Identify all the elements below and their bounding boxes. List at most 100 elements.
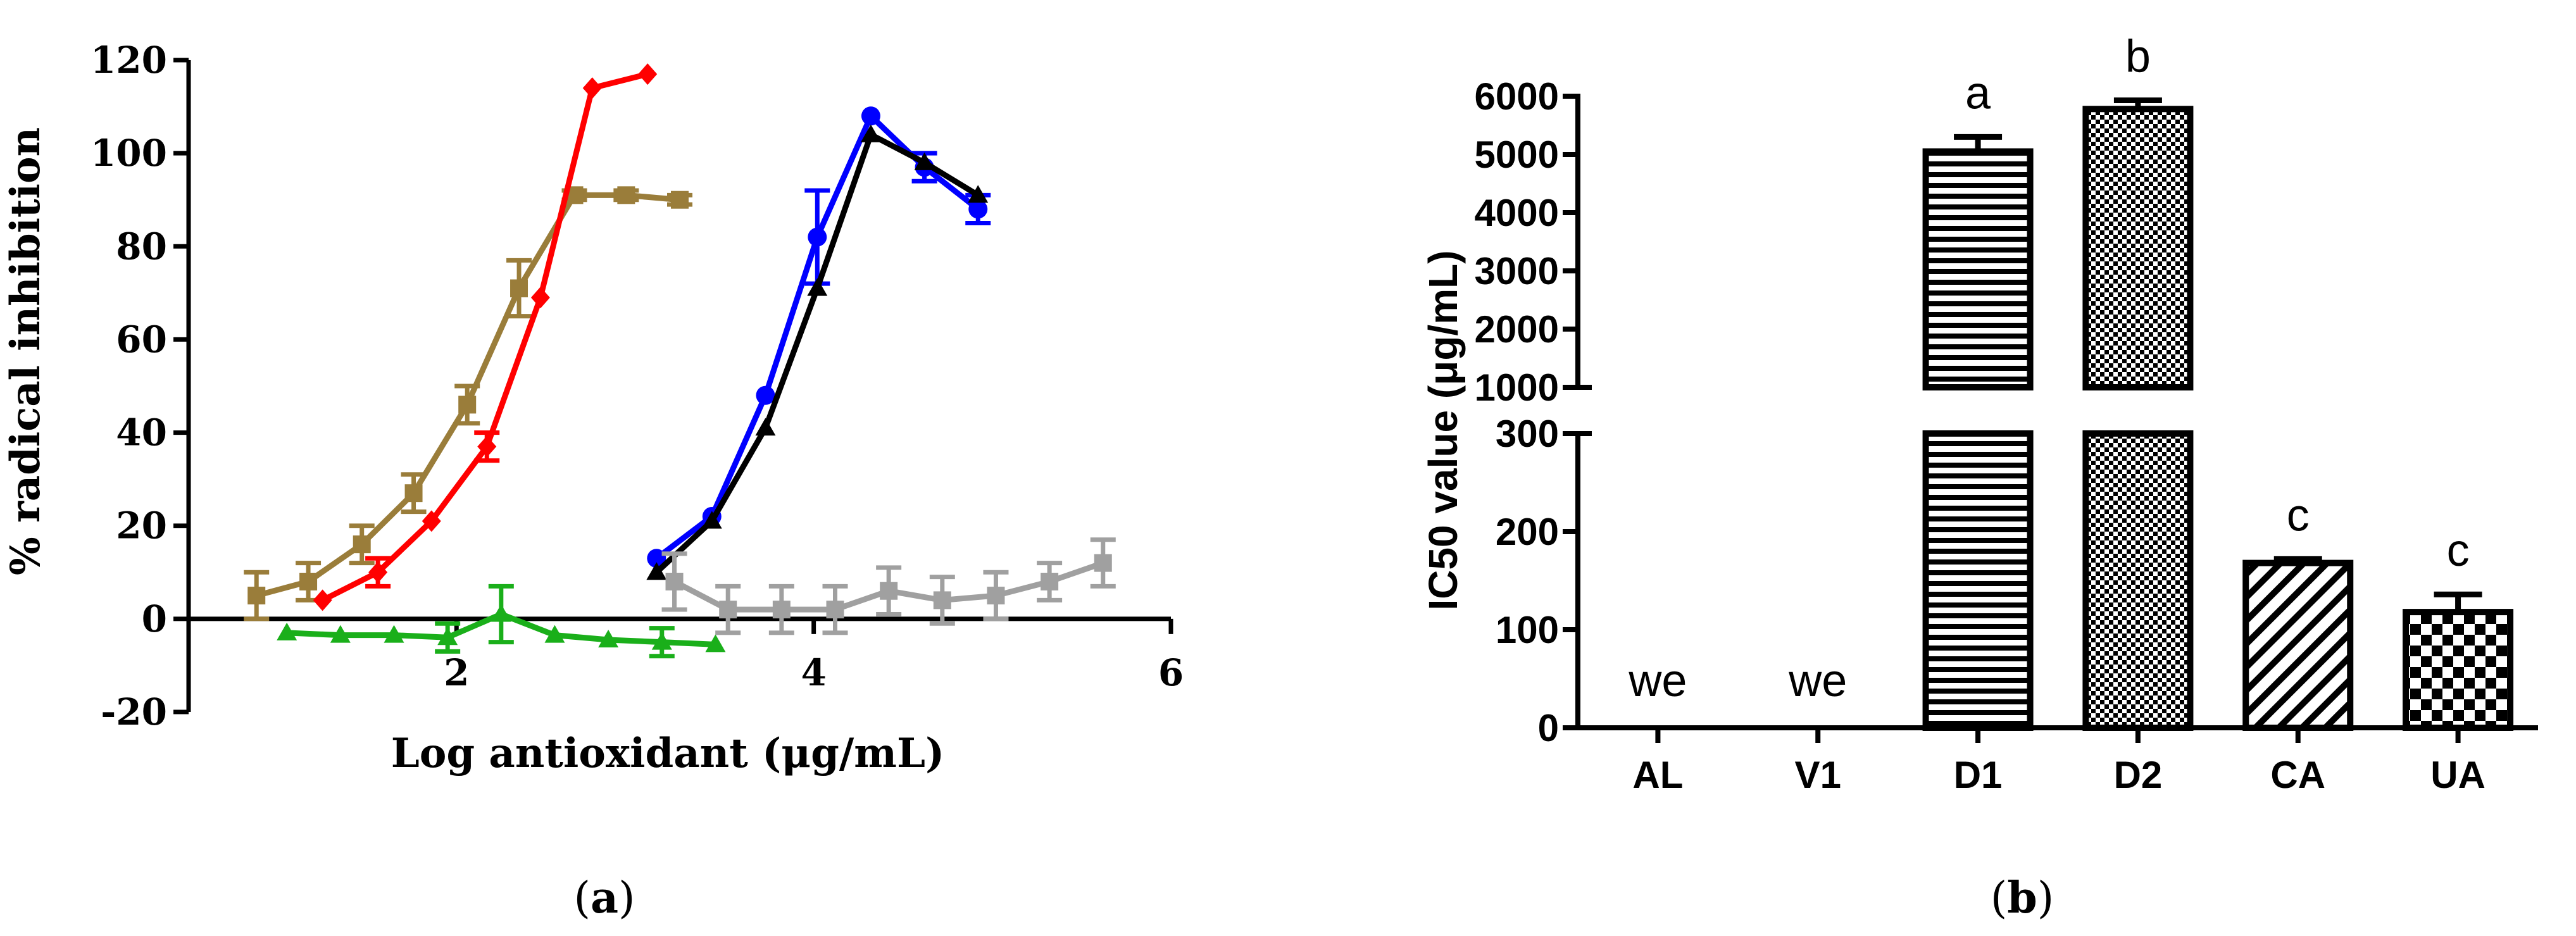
panel-a-y-axis-label: % radical inhibition — [2, 127, 49, 575]
panel-b-y-axis-label: IC50 value (μg/mL) — [1420, 250, 1466, 610]
panel-b-caption: (b) — [1991, 873, 2054, 923]
panel-b-annotations: we we a b c c — [1628, 31, 2469, 706]
panel-a-point — [914, 152, 935, 170]
panel-a-line-chart: -20 0 20 40 60 80 100 120 2 4 6 % radical inhibit… — [2, 39, 1184, 923]
panel-b-x-tick-label: D2 — [2114, 754, 2163, 796]
panel-a-y-tick-label: 120 — [91, 39, 167, 82]
panel-b-bar-CA — [2242, 556, 2354, 731]
panel-a-point — [477, 435, 497, 458]
panel-b-bar — [2403, 609, 2514, 731]
panel-a-point — [368, 561, 388, 583]
panel-a-point — [826, 601, 844, 619]
panel-a-series-line — [321, 71, 649, 603]
panel-a-point — [313, 589, 332, 611]
panel-b-bar-upper-segment — [1922, 148, 2034, 390]
panel-a-point — [617, 186, 635, 204]
panel-b-x-tick-label: V1 — [1795, 754, 1841, 796]
panel-a-point — [755, 418, 776, 436]
panel-a-point — [807, 278, 828, 296]
panel-a-point — [808, 227, 827, 247]
panel-a-point — [756, 385, 775, 405]
panel-a-axes — [173, 58, 1173, 714]
panel-a-series-4 — [646, 124, 989, 580]
panel-b-bars — [1920, 97, 2514, 731]
panel-b-bar-upper-segment — [2082, 106, 2194, 391]
panel-b-y-tick-label: 3000 — [1475, 250, 1559, 292]
panel-a-point — [353, 535, 371, 554]
panel-a-y-tick-label: 60 — [116, 318, 167, 361]
panel-a-point — [671, 190, 689, 209]
panel-b-y-tick-label: 6000 — [1475, 75, 1559, 118]
panel-a-point — [880, 582, 898, 600]
panel-a-point — [705, 634, 726, 652]
panel-b-bar-UA — [2403, 591, 2514, 731]
panel-b-bar-break-gap — [1920, 390, 2035, 430]
panel-b-bar-D1 — [1920, 134, 2035, 731]
panel-a-point — [646, 562, 667, 580]
panel-a-point — [530, 287, 550, 309]
panel-b-y-tick-label: 100 — [1496, 609, 1559, 651]
panel-a-y-tick-label: 100 — [91, 132, 167, 175]
panel-a-point — [665, 573, 684, 590]
panel-a-point — [598, 629, 619, 647]
panel-a-series-3 — [647, 106, 991, 568]
panel-a-point — [582, 77, 602, 99]
panel-a-point — [701, 511, 722, 529]
panel-b-bar-lower-segment — [2082, 430, 2194, 731]
panel-b-y-tick-label: 200 — [1496, 511, 1559, 553]
panel-b-bar-lower-segment — [1922, 430, 2034, 731]
panel-b-caption-letter: b — [2007, 873, 2037, 923]
panel-a-x-tick-labels: 2 4 6 — [444, 651, 1184, 694]
panel-a-point — [1041, 573, 1059, 590]
panel-a-caption: (a) — [573, 873, 635, 923]
panel-a-y-tick-labels: -20 0 20 40 60 80 100 120 — [91, 39, 167, 733]
panel-a-x-tick-label: 4 — [801, 651, 826, 694]
panel-a-series-5 — [661, 537, 1116, 635]
panel-a-point — [330, 625, 351, 643]
panel-a-y-tick-label: 20 — [116, 504, 167, 547]
panel-a-point — [968, 199, 988, 219]
panel-b-annotation: a — [1965, 68, 1991, 118]
panel-b-annotation: we — [1628, 656, 1687, 706]
panel-a-point — [299, 573, 318, 590]
panel-a-y-tick-label: 40 — [116, 411, 167, 454]
panel-a-point — [861, 106, 880, 126]
panel-b-bar-break-gap — [2080, 390, 2196, 430]
panel-a-point — [968, 185, 989, 203]
panel-a-point — [987, 587, 1005, 605]
panel-a-point — [404, 484, 423, 502]
panel-b-y-tick-label: 1000 — [1475, 366, 1559, 409]
panel-a-y-tick-label: 0 — [142, 597, 167, 640]
panel-a-x-tick-label: 6 — [1158, 651, 1184, 694]
panel-b-y-tick-label: 2000 — [1475, 308, 1559, 351]
panel-a-x-tick-label: 2 — [444, 651, 469, 694]
panel-a-point — [719, 601, 737, 619]
panel-b-y-tick-label: 300 — [1496, 413, 1559, 455]
panel-a-point — [510, 279, 528, 297]
panel-a-series-1 — [313, 63, 658, 611]
panel-a-point — [544, 625, 565, 643]
panel-b-annotation: c — [2447, 525, 2470, 576]
panel-a-series-group — [244, 63, 1116, 659]
panel-b-y-tick-label: 5000 — [1475, 134, 1559, 176]
panel-a-series-0 — [244, 186, 692, 621]
panel-a-point — [247, 587, 266, 605]
panel-b-x-tick-label: CA — [2270, 754, 2325, 796]
panel-b-x-tick-label: D1 — [1954, 754, 2003, 796]
panel-a-y-tick-label: 80 — [116, 225, 167, 268]
panel-a-point — [1094, 554, 1112, 572]
panel-a-point — [458, 396, 477, 414]
panel-b-y-tick-label: 0 — [1538, 707, 1559, 749]
panel-a-point — [491, 604, 511, 622]
panel-a-point — [437, 627, 458, 646]
panel-b-x-tick-labels: AL V1 D1 D2 CA UA — [1632, 754, 2485, 796]
panel-a-point — [651, 632, 672, 650]
panel-b-bar — [2242, 559, 2354, 731]
panel-a-point — [647, 549, 666, 568]
panel-b-annotation: we — [1788, 656, 1847, 706]
panel-b-x-tick-label: AL — [1632, 754, 1683, 796]
panel-b-axes — [1563, 94, 2538, 743]
